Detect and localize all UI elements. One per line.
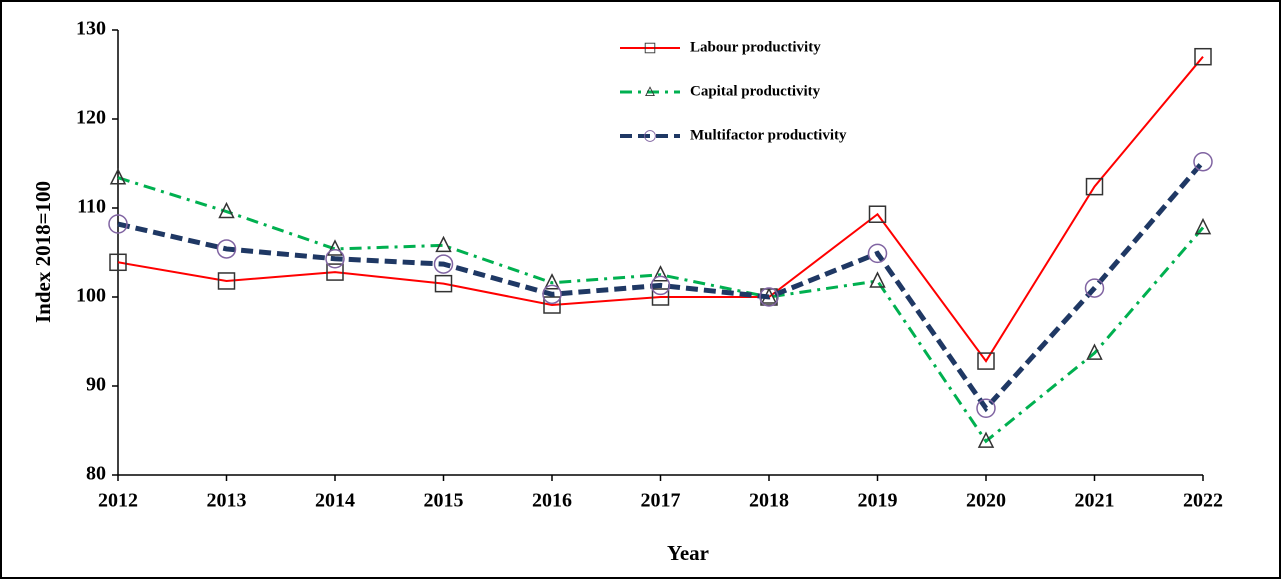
y-axis-title: Index 2018=100 (31, 181, 55, 323)
legend-label: Multifactor productivity (690, 127, 847, 143)
x-tick-label: 2015 (424, 490, 464, 512)
x-tick-label: 2012 (98, 490, 138, 512)
point (1194, 217, 1212, 235)
legend-marker (644, 42, 656, 54)
point (977, 352, 995, 370)
x-tick-label: 2020 (966, 490, 1006, 512)
point (759, 287, 779, 307)
x-tick-label: 2018 (749, 490, 789, 512)
x-tick-label: 2014 (315, 490, 355, 512)
point (326, 239, 344, 256)
legend-label: Capital productivity (690, 83, 821, 99)
point (1193, 151, 1213, 172)
series-line (117, 56, 1204, 363)
x-tick-label: 2019 (858, 490, 898, 512)
point (651, 288, 670, 306)
point (977, 431, 995, 448)
series-line (117, 160, 1205, 413)
y-tick-label: 90 (86, 374, 106, 396)
y-tick-label: 100 (76, 285, 106, 307)
x-axis-title: Year (667, 541, 709, 565)
x-tick-label: 2013 (207, 490, 247, 512)
y-tick-label: 110 (77, 196, 106, 218)
point (543, 296, 561, 314)
y-tick-label: 80 (86, 463, 106, 485)
point (869, 271, 886, 288)
point (976, 398, 996, 418)
legend-label: Labour productivity (690, 39, 821, 55)
legend-marker (645, 86, 655, 97)
point (109, 168, 127, 185)
x-tick-label: 2022 (1183, 490, 1223, 512)
x-tick-label: 2021 (1075, 490, 1115, 512)
point (435, 235, 452, 253)
point (216, 239, 237, 259)
x-tick-label: 2016 (532, 490, 572, 512)
point (218, 201, 235, 219)
legend-marker (644, 130, 656, 142)
point (326, 263, 344, 281)
point (109, 253, 127, 272)
point (433, 254, 454, 274)
y-tick-label: 130 (76, 18, 106, 40)
point (868, 205, 887, 223)
x-tick-label: 2017 (641, 490, 681, 512)
point (1086, 343, 1103, 360)
point (1194, 47, 1212, 66)
series-line (117, 176, 1205, 444)
point (1084, 278, 1105, 298)
point (650, 275, 671, 296)
y-tick-label: 120 (76, 107, 106, 129)
point (434, 274, 453, 293)
point (325, 248, 345, 269)
point (1085, 177, 1104, 196)
point (542, 284, 562, 305)
point (108, 214, 128, 234)
point (543, 273, 561, 290)
point (217, 272, 236, 290)
point (652, 265, 669, 282)
point (867, 243, 888, 264)
